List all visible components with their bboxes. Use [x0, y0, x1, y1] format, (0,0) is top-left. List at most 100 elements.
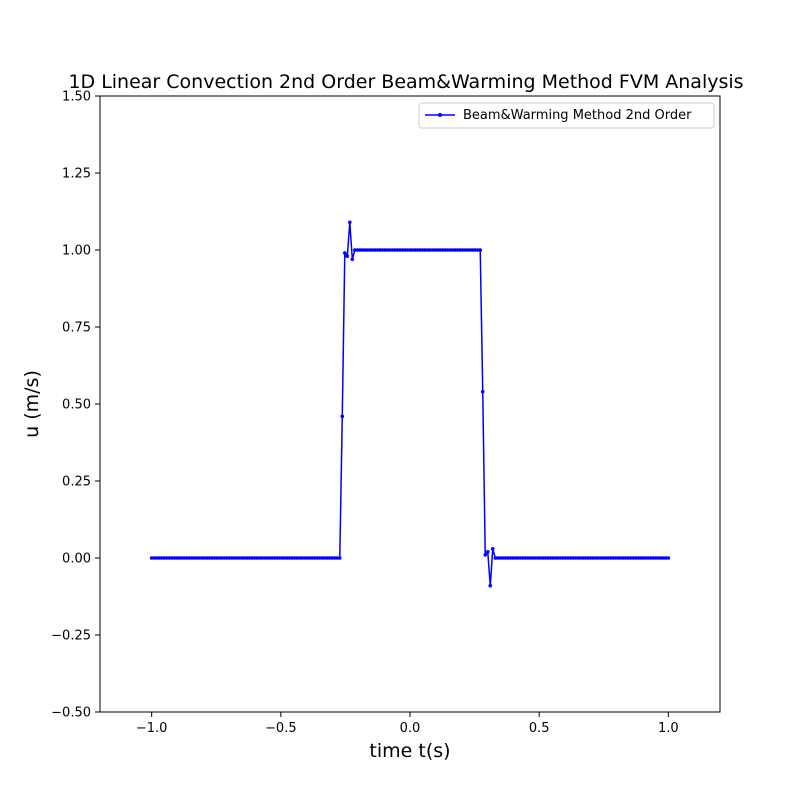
data-point [307, 556, 312, 560]
data-point [408, 248, 412, 252]
data-point [495, 556, 500, 560]
y-axis: −0.50 −0.25 0.00 0.25 0.50 0.75 1.00 1.25 1.50 [51, 90, 100, 721]
data-point [388, 248, 392, 252]
data-point [302, 556, 307, 560]
y-tick-label: 0.25 [62, 475, 91, 490]
data-point [651, 556, 656, 560]
data-point [646, 556, 651, 560]
data-point [327, 556, 332, 560]
data-point [631, 556, 636, 560]
data-point [174, 556, 179, 560]
data-point [455, 248, 460, 252]
data-point [363, 248, 367, 252]
data-point [443, 248, 447, 252]
data-point [373, 248, 377, 252]
data-point [576, 556, 580, 560]
data-point [350, 257, 355, 262]
data-point [207, 556, 212, 560]
data-point [167, 556, 172, 560]
data-point [643, 556, 648, 560]
data-point [337, 556, 342, 560]
data-point [626, 556, 630, 560]
data-point [217, 556, 222, 560]
data-point [563, 556, 568, 560]
data-point [164, 556, 169, 560]
x-tick-label: −0.5 [265, 721, 297, 736]
data-point [245, 556, 249, 560]
data-point [613, 556, 618, 560]
data-point [586, 556, 590, 560]
y-tick-label: 0.50 [62, 398, 91, 413]
data-point [400, 248, 405, 252]
data-point [435, 248, 440, 252]
data-point [465, 248, 470, 252]
data-point [578, 556, 583, 560]
data-point [202, 556, 207, 560]
data-point [656, 556, 661, 560]
data-point [511, 556, 515, 560]
x-tick-label: 0.0 [400, 721, 421, 736]
data-point [297, 556, 302, 560]
chart-title: 1D Linear Convection 2nd Order Beam&Warm… [68, 71, 743, 93]
data-point [172, 556, 177, 560]
data-point [616, 556, 620, 560]
data-point [265, 556, 269, 560]
data-point [493, 556, 498, 560]
data-point [227, 556, 232, 560]
y-tick-label: 0.00 [62, 552, 91, 567]
data-point [591, 556, 595, 560]
data-point [546, 556, 550, 560]
data-point [240, 556, 244, 560]
data-point [480, 389, 485, 394]
data-point [501, 556, 505, 560]
data-point [428, 248, 432, 252]
x-axis-title: time t(s) [369, 740, 450, 762]
data-point [463, 248, 467, 252]
data-point [536, 556, 540, 560]
data-point [430, 248, 435, 252]
data-point [581, 556, 585, 560]
y-tick-label: 1.50 [62, 90, 91, 105]
data-point [355, 248, 360, 252]
data-point [154, 556, 159, 560]
data-point [380, 248, 385, 252]
data-point [232, 556, 237, 560]
data-point [420, 248, 425, 252]
data-point [365, 248, 370, 252]
data-point [503, 556, 508, 560]
data-point [521, 556, 525, 560]
data-point [593, 556, 598, 560]
data-point [573, 556, 578, 560]
data-point [378, 248, 382, 252]
data-point [270, 556, 274, 560]
data-point [222, 556, 227, 560]
data-point [210, 556, 214, 560]
x-tick-label: −1.0 [136, 721, 168, 736]
plot-background [100, 96, 720, 712]
data-point [556, 556, 560, 560]
data-point [287, 556, 292, 560]
data-point [398, 248, 402, 252]
data-point [473, 248, 478, 252]
data-point [255, 556, 259, 560]
data-point [215, 556, 219, 560]
data-point [596, 556, 600, 560]
data-point [159, 556, 164, 560]
data-point [608, 556, 613, 560]
y-tick-label: 1.25 [62, 167, 91, 182]
data-point [483, 553, 488, 557]
data-point [190, 556, 194, 560]
y-tick-label: −0.25 [51, 629, 91, 644]
data-point [516, 556, 520, 560]
data-point [553, 556, 558, 560]
data-point [450, 248, 455, 252]
data-point [410, 248, 415, 252]
x-axis: −1.0 −0.5 0.0 0.5 1.0 [136, 712, 679, 736]
data-point [192, 556, 197, 560]
data-point [312, 556, 317, 560]
data-point [558, 556, 563, 560]
data-point [659, 556, 663, 560]
data-point [533, 556, 538, 560]
data-point [205, 556, 209, 560]
data-point [445, 248, 450, 252]
